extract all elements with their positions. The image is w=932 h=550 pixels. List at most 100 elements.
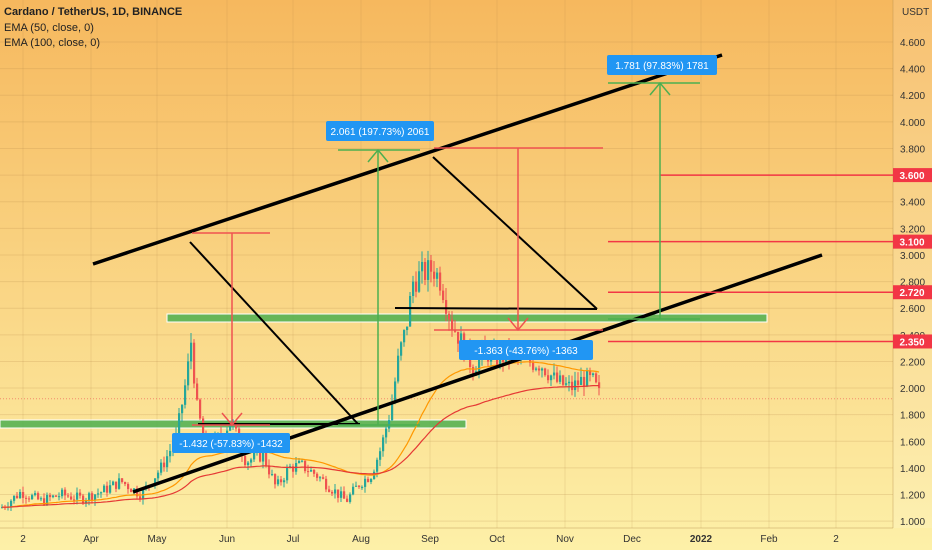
ema100-legend[interactable]: EMA (100, close, 0)	[4, 37, 100, 49]
candle-body	[451, 319, 454, 330]
candle-body	[196, 383, 199, 400]
candle-body	[325, 478, 328, 490]
measure-4-arrowhead	[649, 81, 671, 96]
candle-body	[331, 491, 334, 494]
price-tick-label: 1.200	[900, 491, 925, 502]
candle-body	[25, 497, 28, 499]
candle-body	[64, 489, 67, 496]
candle-body	[376, 459, 379, 472]
time-tick-label: Oct	[489, 534, 505, 545]
candle-body	[364, 478, 367, 487]
candle-body	[79, 492, 82, 496]
candle-body	[382, 437, 385, 452]
candle-body	[409, 295, 412, 327]
candle-body	[574, 380, 577, 391]
candle-body	[76, 492, 79, 500]
candle-body	[154, 478, 157, 485]
time-tick-label: Dec	[623, 534, 641, 545]
candle-body	[43, 498, 46, 505]
measurement-label-box	[172, 433, 290, 453]
candle-body	[349, 494, 352, 502]
candle-body	[535, 368, 538, 370]
candle-body	[118, 478, 121, 489]
candle-body	[580, 376, 583, 386]
measure-1-arrowhead	[221, 412, 243, 427]
candle-body	[538, 368, 541, 371]
candle-body	[307, 471, 310, 473]
candle-body	[559, 375, 562, 382]
candle-body	[163, 462, 166, 468]
time-tick-label: May	[148, 534, 167, 545]
candle-body	[397, 355, 400, 382]
candle-body	[400, 342, 403, 356]
candle-body	[244, 455, 247, 466]
candle-body	[394, 381, 397, 403]
time-tick-label: Feb	[760, 534, 778, 545]
candle-body	[70, 496, 73, 500]
candle-body	[130, 489, 133, 493]
candle-body	[160, 462, 163, 473]
measurement-labels: -1.432 (-57.83%) -1432 2.061 (197.73%) 20…	[172, 55, 717, 453]
price-tick-label: 3.000	[900, 251, 925, 262]
candle-body	[592, 373, 595, 376]
measurement-label-text: 2.061 (197.73%) 2061	[331, 127, 430, 138]
price-level-tag	[893, 168, 932, 183]
candle-body	[337, 489, 340, 498]
candle-body	[61, 489, 64, 497]
price-tick-label: 3.800	[900, 144, 925, 155]
candle-body	[556, 372, 559, 382]
candle-body	[58, 496, 61, 498]
candle-body	[403, 330, 406, 343]
candle-body	[85, 500, 88, 504]
time-tick-label: Jul	[287, 534, 300, 545]
measurement-label-text: 1.781 (97.83%) 1781	[615, 61, 709, 72]
candle-body	[412, 281, 415, 296]
candle-body	[19, 491, 22, 499]
candle-body	[406, 326, 409, 331]
candle-body	[283, 480, 286, 483]
price-level-tag-label: 3.600	[899, 171, 924, 182]
ema50-legend[interactable]: EMA (50, close, 0)	[4, 22, 94, 34]
candle-body	[253, 452, 256, 460]
measurement-label-text: -1.363 (-43.76%) -1363	[474, 346, 578, 357]
price-level-tag-label: 2.720	[899, 288, 924, 299]
price-level-tag	[893, 285, 932, 300]
candle-body	[355, 485, 358, 487]
candle-body	[22, 491, 25, 498]
candle-body	[421, 261, 424, 272]
candle-body	[430, 260, 433, 272]
candle-body	[328, 489, 331, 492]
candle-body	[292, 466, 295, 472]
candle-body	[418, 271, 421, 292]
candle-body	[298, 460, 301, 464]
symbol-title[interactable]: Cardano / TetherUS, 1D, BINANCE	[4, 6, 183, 18]
candle-body	[100, 492, 103, 494]
candle-body	[310, 470, 313, 472]
time-tick-label: 2022	[690, 534, 713, 545]
candle-body	[34, 493, 37, 496]
time-tick-label: 2	[833, 534, 839, 545]
ema100-line	[2, 385, 599, 508]
price-tick-label: 1.400	[900, 464, 925, 475]
candle-body	[301, 460, 304, 462]
price-tick-label: 4.000	[900, 118, 925, 129]
price-level-tag	[893, 234, 932, 249]
time-tick-label: Sep	[421, 534, 439, 545]
price-axis-panel	[893, 0, 932, 528]
candle-body	[424, 261, 427, 280]
price-level-tag	[893, 334, 932, 349]
time-tick-label: Aug	[352, 534, 370, 545]
candle-body	[82, 495, 85, 504]
candle-body	[358, 485, 361, 487]
measurement-label-box	[326, 121, 434, 141]
candle-body	[439, 272, 442, 291]
candle-body	[106, 485, 109, 493]
candle-body	[199, 399, 202, 419]
triangle-right-diagonal	[432, 156, 598, 310]
candle-body	[121, 478, 124, 482]
candle-body	[109, 485, 112, 493]
candle-body	[13, 495, 16, 501]
candle-body	[124, 481, 127, 485]
price-tick-label: 3.200	[900, 224, 925, 235]
